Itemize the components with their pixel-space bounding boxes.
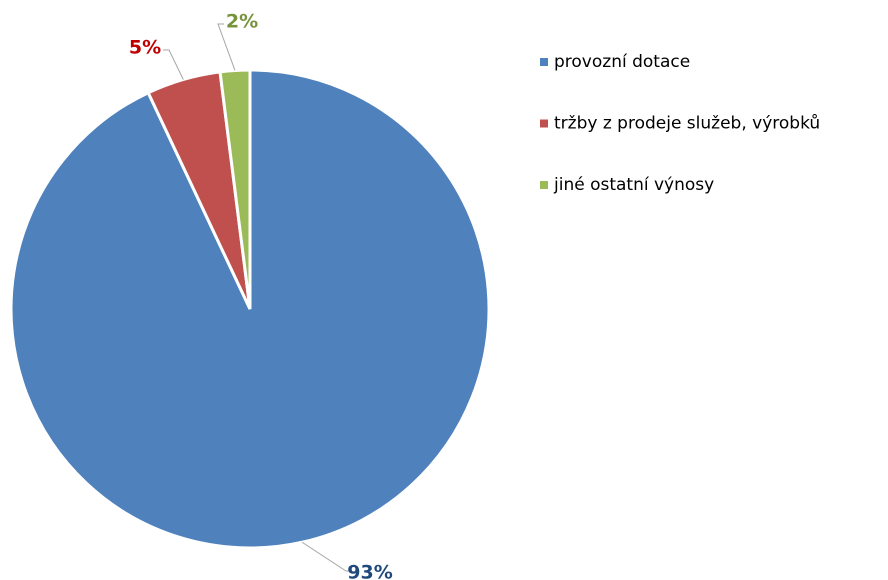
legend-label: jiné ostatní výnosy	[553, 175, 714, 195]
legend-label: provozní dotace	[554, 52, 690, 72]
leader-line	[217, 23, 236, 71]
leader-line	[163, 49, 184, 80]
data-label: 2%	[226, 11, 258, 33]
legend-marker	[540, 181, 548, 189]
data-label: 5%	[129, 37, 161, 59]
leader-line	[301, 541, 352, 572]
legend-marker	[540, 58, 548, 66]
data-label: 93%	[347, 562, 392, 580]
legend-marker	[540, 119, 548, 128]
legend-label: tržby z prodeje služeb, výrobků	[554, 114, 820, 134]
